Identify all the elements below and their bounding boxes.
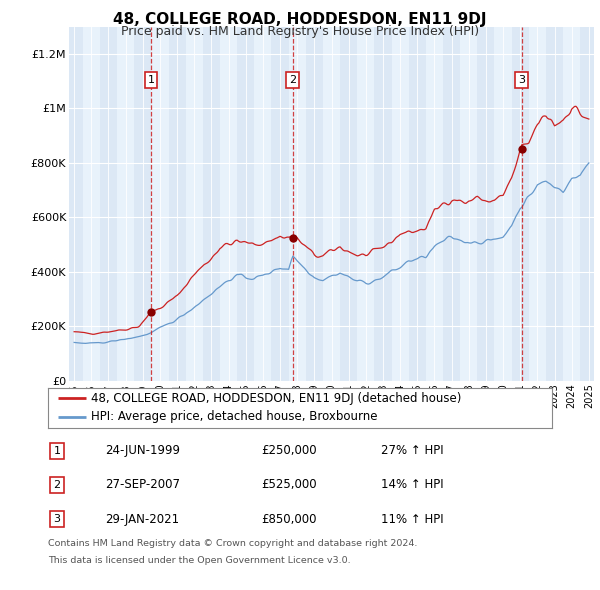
Bar (185, 27, 203, 381)
Bar (271, 27, 289, 381)
Bar (237, 27, 254, 381)
Bar (151, 27, 169, 381)
Bar (289, 27, 306, 381)
Text: 29-JAN-2021: 29-JAN-2021 (105, 513, 179, 526)
Text: This data is licensed under the Open Government Licence v3.0.: This data is licensed under the Open Gov… (48, 556, 350, 565)
Bar (426, 27, 443, 381)
Bar (563, 27, 580, 381)
Bar (460, 27, 478, 381)
Bar (306, 27, 323, 381)
Text: HPI: Average price, detached house, Broxbourne: HPI: Average price, detached house, Brox… (91, 410, 377, 423)
Text: 1: 1 (53, 446, 61, 455)
Bar (392, 27, 409, 381)
Text: 11% ↑ HPI: 11% ↑ HPI (381, 513, 443, 526)
Text: 3: 3 (53, 514, 61, 524)
Text: 2: 2 (289, 75, 296, 85)
Bar (117, 27, 134, 381)
Bar (220, 27, 237, 381)
Bar (203, 27, 220, 381)
Text: 27% ↑ HPI: 27% ↑ HPI (381, 444, 443, 457)
Bar (254, 27, 271, 381)
Text: 1: 1 (148, 75, 154, 85)
Bar (494, 27, 512, 381)
Bar (409, 27, 426, 381)
Text: 27-SEP-2007: 27-SEP-2007 (105, 478, 180, 491)
Bar (357, 27, 374, 381)
Text: £250,000: £250,000 (261, 444, 317, 457)
Text: 24-JUN-1999: 24-JUN-1999 (105, 444, 180, 457)
Bar (374, 27, 392, 381)
Text: Contains HM Land Registry data © Crown copyright and database right 2024.: Contains HM Land Registry data © Crown c… (48, 539, 418, 548)
Bar (443, 27, 460, 381)
Text: 48, COLLEGE ROAD, HODDESDON, EN11 9DJ (detached house): 48, COLLEGE ROAD, HODDESDON, EN11 9DJ (d… (91, 392, 461, 405)
Bar (323, 27, 340, 381)
Bar (65, 27, 83, 381)
Text: £850,000: £850,000 (261, 513, 317, 526)
Text: £525,000: £525,000 (261, 478, 317, 491)
Bar (546, 27, 563, 381)
Text: 3: 3 (518, 75, 525, 85)
Bar (512, 27, 529, 381)
Bar (100, 27, 117, 381)
Text: Price paid vs. HM Land Registry's House Price Index (HPI): Price paid vs. HM Land Registry's House … (121, 25, 479, 38)
Bar (340, 27, 357, 381)
Bar (169, 27, 185, 381)
Bar (134, 27, 151, 381)
Bar (529, 27, 546, 381)
Text: 48, COLLEGE ROAD, HODDESDON, EN11 9DJ: 48, COLLEGE ROAD, HODDESDON, EN11 9DJ (113, 12, 487, 27)
Text: 14% ↑ HPI: 14% ↑ HPI (381, 478, 443, 491)
Bar (580, 27, 598, 381)
Text: 2: 2 (53, 480, 61, 490)
Bar (478, 27, 494, 381)
Bar (83, 27, 100, 381)
